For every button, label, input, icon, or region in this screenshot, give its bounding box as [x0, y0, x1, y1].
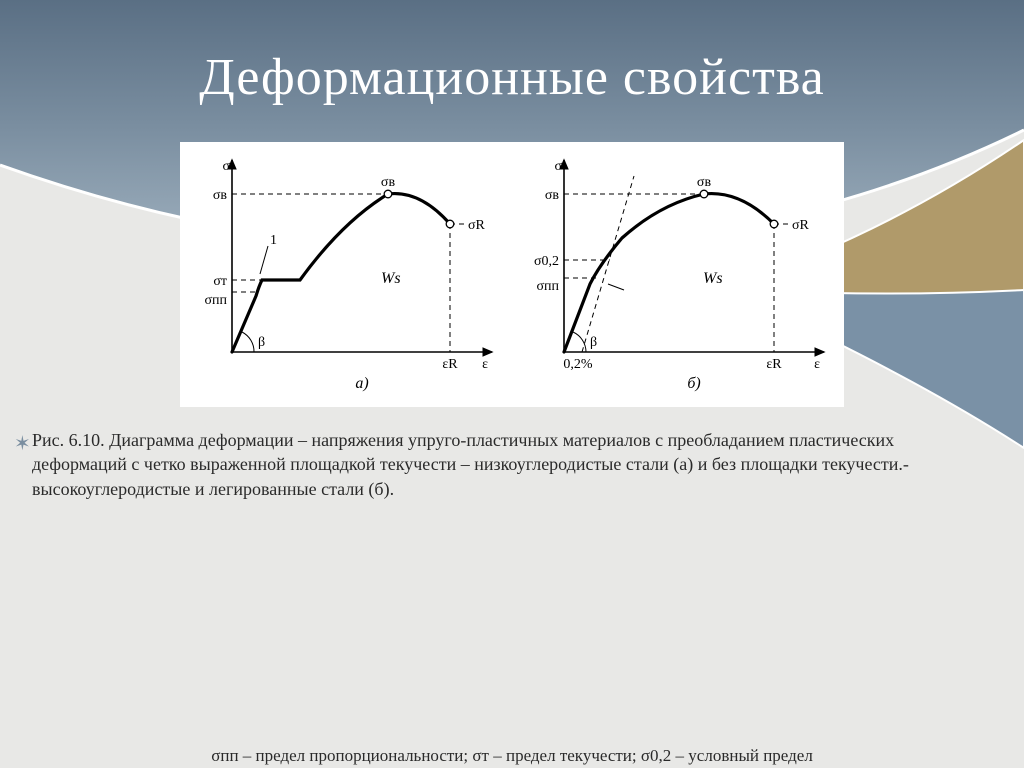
- svg-text:σв: σв: [381, 175, 396, 190]
- svg-text:Ws: Ws: [703, 270, 723, 287]
- svg-text:β: β: [258, 335, 265, 350]
- charts-container: 1 σ ε σв σт σпп σв σR εR Ws β а) σ ε σв σ0,2 σпп σв σR εR 0…: [180, 142, 844, 407]
- chart-b: σ ε σв σ0,2 σпп σв σR εR 0,2% Ws β б): [534, 159, 824, 392]
- bullet-icon: ✶: [14, 434, 31, 454]
- svg-text:σпп: σпп: [204, 293, 227, 308]
- figure-caption: Рис. 6.10. Диаграмма деформации – напряж…: [32, 428, 992, 501]
- svg-text:σ: σ: [554, 159, 562, 174]
- svg-text:β: β: [590, 335, 597, 350]
- svg-text:1: 1: [270, 233, 277, 248]
- svg-text:а): а): [355, 375, 368, 392]
- svg-text:0,2%: 0,2%: [563, 357, 593, 372]
- bottom-legend: σпп – предел пропорциональности; σт – пр…: [0, 746, 1024, 768]
- svg-text:σт: σт: [213, 274, 227, 289]
- charts-svg: 1 σ ε σв σт σпп σв σR εR Ws β а) σ ε σв σ0,2 σпп σв σR εR 0…: [180, 142, 844, 407]
- slide-title: Деформационные свойства: [0, 48, 1024, 107]
- svg-text:σ: σ: [222, 159, 230, 174]
- svg-text:σв: σв: [213, 188, 228, 203]
- chart-a: 1 σ ε σв σт σпп σв σR εR Ws β а): [204, 159, 492, 392]
- svg-text:ε: ε: [482, 357, 488, 372]
- svg-text:б): б): [687, 375, 700, 392]
- svg-text:σпп: σпп: [536, 279, 559, 294]
- svg-text:εR: εR: [766, 357, 782, 372]
- svg-text:σR: σR: [792, 218, 810, 233]
- svg-text:σR: σR: [468, 218, 486, 233]
- svg-text:εR: εR: [442, 357, 458, 372]
- svg-text:σв: σв: [697, 175, 712, 190]
- svg-text:ε: ε: [814, 357, 820, 372]
- svg-text:Ws: Ws: [381, 270, 401, 287]
- svg-text:σв: σв: [545, 188, 560, 203]
- svg-text:σ0,2: σ0,2: [534, 254, 559, 269]
